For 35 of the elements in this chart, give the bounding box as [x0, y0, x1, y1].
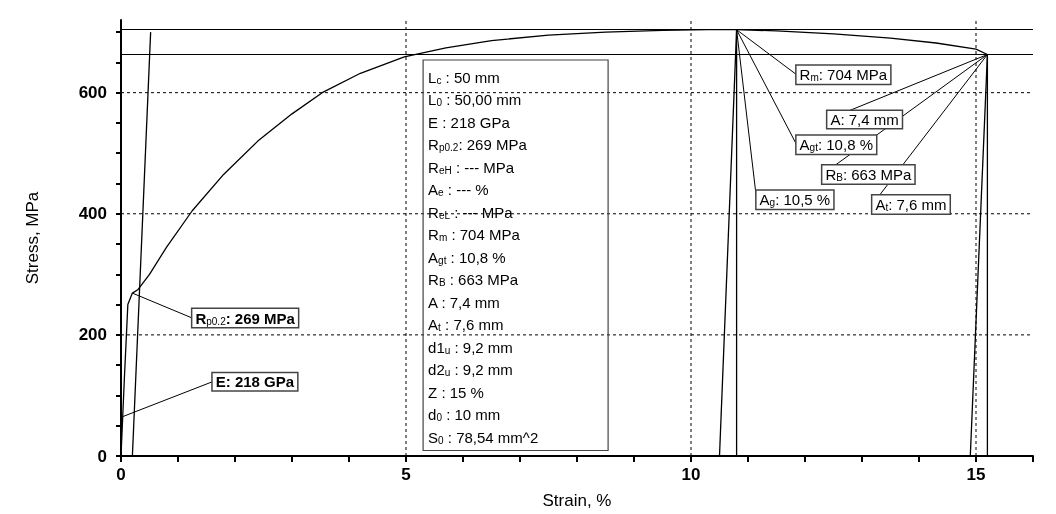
x-tick-label: 10 [681, 465, 701, 484]
y-tick-label: 600 [78, 83, 107, 103]
y-tick-label: 0 [97, 446, 107, 466]
x-tick-label: 0 [116, 465, 126, 484]
annotation: d1u : 9,2 mm [428, 338, 513, 356]
annotation: Rm: 704 MPa [799, 66, 888, 84]
annotation: Ae : --- % [428, 181, 489, 199]
annotation: At : 7,6 mm [428, 316, 504, 334]
annotation: d0 : 10 mm [428, 406, 501, 424]
x-tick-label: 15 [966, 465, 986, 484]
y-tick-label: 200 [78, 325, 107, 345]
annotation: ReH : --- MPa [428, 158, 515, 176]
annotation: ReL : --- MPa [428, 203, 514, 221]
annotation: Rp0.2: 269 MPa [195, 309, 296, 327]
annotation: Z : 15 % [428, 383, 484, 401]
annotation: Rp0.2: 269 MPa [428, 136, 528, 154]
annotation: Agt : 10,8 % [428, 248, 506, 266]
y-axis-title: Stress, MPa [23, 191, 42, 285]
annotation: Lc : 50 mm [428, 68, 500, 86]
annotation: RB: 663 MPa [825, 166, 912, 184]
annotation: S0 : 78,54 mm^2 [428, 428, 539, 446]
x-tick-label: 5 [401, 465, 411, 484]
annotation: E: 218 GPa [215, 373, 295, 391]
annotation: A: 7,4 mm [830, 111, 899, 129]
annotation: A : 7,4 mm [428, 293, 500, 311]
x-axis-title: Strain, % [542, 491, 612, 510]
y-tick-label: 400 [78, 204, 107, 224]
annotation: L0 : 50,00 mm [428, 91, 522, 109]
annotation: RB : 663 MPa [428, 271, 519, 289]
annotation: Ag: 10,5 % [759, 191, 831, 209]
annotation: Rm : 704 MPa [428, 226, 521, 244]
annotation: d2u : 9,2 mm [428, 361, 513, 379]
annotation: At: 7,6 mm [875, 196, 947, 214]
annotation: E : 218 GPa [428, 113, 511, 131]
annotation: Agt: 10,8 % [799, 136, 873, 154]
